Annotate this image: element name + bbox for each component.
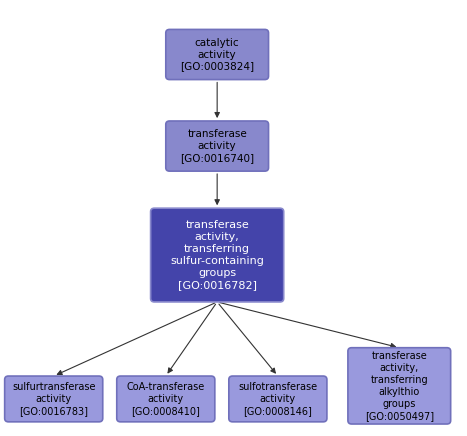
FancyBboxPatch shape — [151, 208, 284, 302]
FancyBboxPatch shape — [117, 376, 215, 422]
FancyBboxPatch shape — [166, 121, 269, 171]
Text: transferase
activity,
transferring
alkylthio
groups
[GO:0050497]: transferase activity, transferring alkyl… — [365, 351, 434, 421]
FancyBboxPatch shape — [5, 376, 103, 422]
Text: transferase
activity,
transferring
sulfur-containing
groups
[GO:0016782]: transferase activity, transferring sulfu… — [170, 220, 264, 290]
Text: sulfotransferase
activity
[GO:0008146]: sulfotransferase activity [GO:0008146] — [238, 382, 318, 416]
FancyBboxPatch shape — [166, 30, 269, 79]
Text: transferase
activity
[GO:0016740]: transferase activity [GO:0016740] — [180, 129, 254, 163]
FancyBboxPatch shape — [348, 348, 451, 424]
Text: catalytic
activity
[GO:0003824]: catalytic activity [GO:0003824] — [180, 37, 254, 72]
Text: CoA-transferase
activity
[GO:0008410]: CoA-transferase activity [GO:0008410] — [127, 382, 205, 416]
Text: sulfurtransferase
activity
[GO:0016783]: sulfurtransferase activity [GO:0016783] — [12, 382, 95, 416]
FancyBboxPatch shape — [229, 376, 327, 422]
